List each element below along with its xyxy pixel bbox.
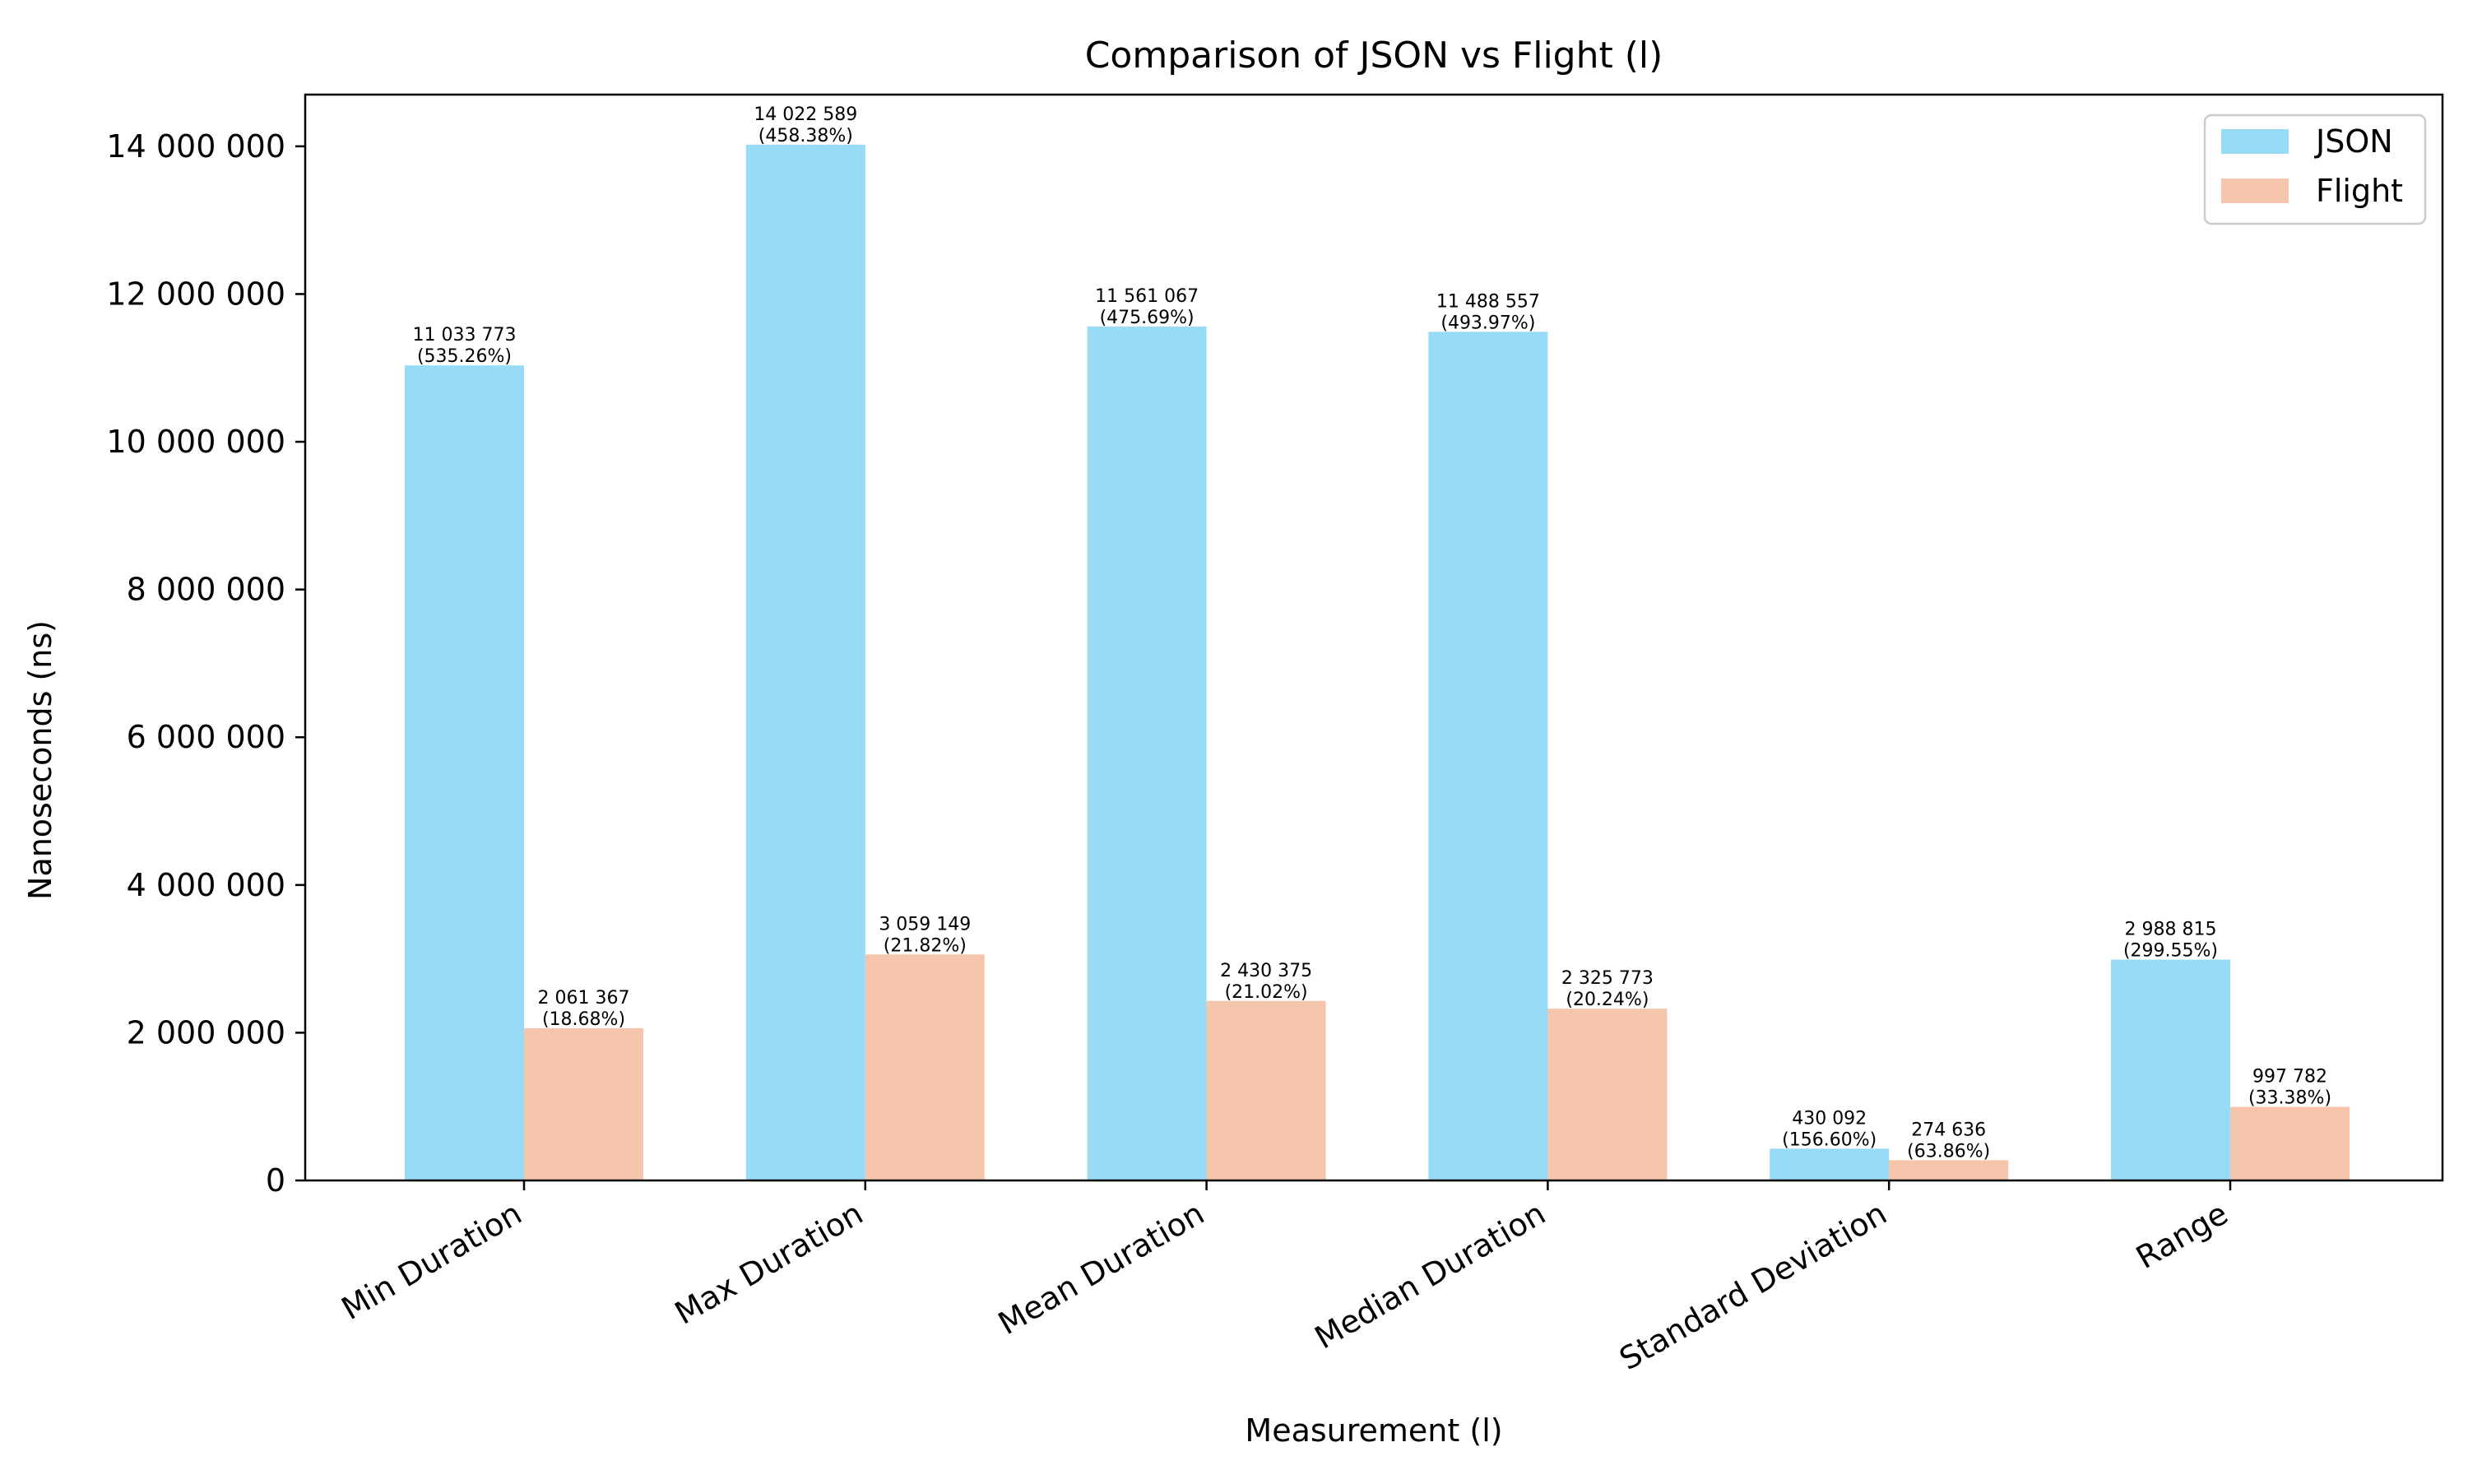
plot-frame <box>304 93 2444 1182</box>
bar-flight-1 <box>865 954 985 1180</box>
bar-flight-5 <box>2230 1106 2350 1180</box>
data-label-value: 2 430 375 <box>1220 961 1312 981</box>
bars-layer <box>405 144 2350 1180</box>
legend-swatch-flight <box>2221 179 2289 203</box>
data-label-percent: (21.82%) <box>884 935 967 956</box>
data-label-value: 11 033 773 <box>413 325 517 345</box>
data-label-value: 2 325 773 <box>1561 968 1654 989</box>
data-label-percent: (20.24%) <box>1566 990 1649 1010</box>
y-axis-label: Nanoseconds (ns) <box>22 620 58 900</box>
legend-swatch-json <box>2221 129 2289 154</box>
bar-json-0 <box>405 365 524 1180</box>
data-label-value: 274 636 <box>1911 1120 1986 1140</box>
data-label-percent: (21.02%) <box>1225 982 1308 1003</box>
legend: JSON Flight <box>2203 114 2427 225</box>
data-label-percent: (458.38%) <box>758 126 853 146</box>
y-tick-label: 6 000 000 <box>127 719 285 755</box>
data-label-percent: (156.60%) <box>1782 1129 1877 1150</box>
y-tick-label: 4 000 000 <box>127 867 285 903</box>
legend-label-flight: Flight <box>2316 173 2403 209</box>
y-tick-label: 12 000 000 <box>106 276 285 312</box>
bar-json-5 <box>2111 959 2230 1180</box>
value-labels-layer: 11 033 773(535.26%) 2 061 367(18.68%) 14 0… <box>413 104 2332 1162</box>
data-label-value: 997 782 <box>2252 1066 2327 1087</box>
data-label-value: 11 488 557 <box>1436 291 1540 312</box>
y-tick-label: 2 000 000 <box>127 1014 285 1050</box>
y-tick-label: 8 000 000 <box>127 572 285 608</box>
data-label-value: 3 059 149 <box>879 914 971 934</box>
data-label-percent: (299.55%) <box>2123 941 2218 962</box>
bar-json-2 <box>1087 326 1207 1180</box>
data-label-value: 14 022 589 <box>754 104 857 125</box>
bar-flight-0 <box>524 1027 643 1180</box>
y-axis: 0 2 000 000 4 000 000 6 000 000 8 000 000 10 … <box>106 128 305 1199</box>
data-label-percent: (493.97%) <box>1440 313 1535 333</box>
data-label-percent: (18.68%) <box>542 1009 625 1030</box>
y-tick-label: 10 000 000 <box>106 424 285 460</box>
data-label-percent: (535.26%) <box>417 346 512 367</box>
bar-flight-3 <box>1547 1009 1668 1180</box>
data-label-percent: (475.69%) <box>1100 308 1195 328</box>
data-label-percent: (63.86%) <box>1907 1141 1990 1162</box>
legend-label-json: JSON <box>2314 123 2393 160</box>
bar-json-4 <box>1770 1148 1890 1180</box>
chart-title: Comparison of JSON vs Flight (l) <box>1085 35 1663 77</box>
x-axis-label: Measurement (l) <box>1245 1412 1502 1449</box>
data-label-value: 11 561 067 <box>1095 286 1199 307</box>
bar-flight-4 <box>1889 1160 2009 1180</box>
y-tick-label: 14 000 000 <box>106 128 285 165</box>
data-label-value: 2 061 367 <box>538 988 630 1009</box>
data-label-percent: (33.38%) <box>2248 1087 2331 1108</box>
data-label-value: 430 092 <box>1792 1108 1867 1129</box>
bar-flight-2 <box>1206 1000 1326 1180</box>
bar-json-3 <box>1428 332 1548 1180</box>
data-label-value: 2 988 815 <box>2125 920 2217 940</box>
y-tick-label: 0 <box>266 1162 285 1199</box>
bar-json-1 <box>745 144 865 1180</box>
